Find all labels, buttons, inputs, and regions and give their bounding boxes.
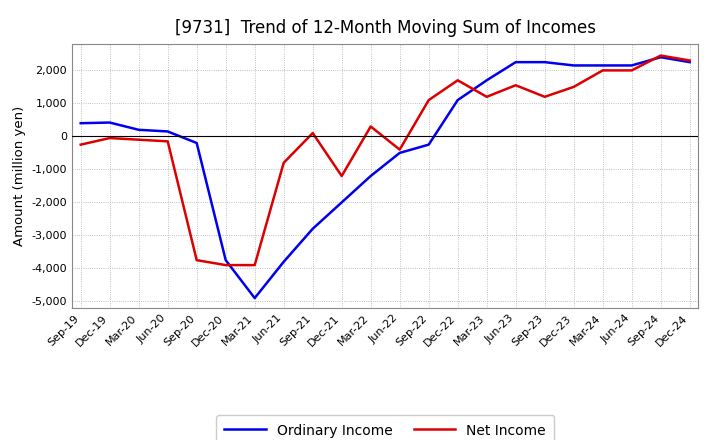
Ordinary Income xyxy=(598,63,607,68)
Net Income xyxy=(541,94,549,99)
Ordinary Income xyxy=(366,173,375,179)
Net Income xyxy=(685,58,694,63)
Ordinary Income xyxy=(105,120,114,125)
Net Income xyxy=(308,130,317,136)
Ordinary Income xyxy=(163,129,172,134)
Ordinary Income xyxy=(338,200,346,205)
Ordinary Income xyxy=(279,259,288,264)
Ordinary Income xyxy=(251,296,259,301)
Net Income xyxy=(135,137,143,143)
Net Income xyxy=(105,136,114,141)
Net Income xyxy=(598,68,607,73)
Y-axis label: Amount (million yen): Amount (million yen) xyxy=(13,106,26,246)
Net Income xyxy=(192,257,201,263)
Net Income xyxy=(163,139,172,144)
Net Income xyxy=(511,83,520,88)
Ordinary Income xyxy=(424,142,433,147)
Net Income xyxy=(395,147,404,152)
Net Income xyxy=(366,124,375,129)
Net Income xyxy=(279,160,288,165)
Line: Net Income: Net Income xyxy=(81,55,690,265)
Ordinary Income xyxy=(221,257,230,263)
Net Income xyxy=(482,94,491,99)
Net Income xyxy=(424,97,433,103)
Net Income xyxy=(454,77,462,83)
Ordinary Income xyxy=(192,140,201,146)
Ordinary Income xyxy=(657,55,665,60)
Ordinary Income xyxy=(627,63,636,68)
Ordinary Income xyxy=(454,97,462,103)
Net Income xyxy=(221,262,230,268)
Ordinary Income xyxy=(511,59,520,65)
Ordinary Income xyxy=(482,77,491,83)
Ordinary Income xyxy=(395,150,404,156)
Net Income xyxy=(570,84,578,90)
Net Income xyxy=(251,262,259,268)
Ordinary Income xyxy=(76,121,85,126)
Legend: Ordinary Income, Net Income: Ordinary Income, Net Income xyxy=(216,415,554,440)
Ordinary Income xyxy=(308,226,317,231)
Title: [9731]  Trend of 12-Month Moving Sum of Incomes: [9731] Trend of 12-Month Moving Sum of I… xyxy=(175,19,595,37)
Ordinary Income xyxy=(685,59,694,65)
Ordinary Income xyxy=(541,59,549,65)
Ordinary Income xyxy=(135,127,143,132)
Net Income xyxy=(627,68,636,73)
Net Income xyxy=(338,173,346,179)
Net Income xyxy=(657,53,665,58)
Net Income xyxy=(76,142,85,147)
Ordinary Income xyxy=(570,63,578,68)
Line: Ordinary Income: Ordinary Income xyxy=(81,57,690,298)
